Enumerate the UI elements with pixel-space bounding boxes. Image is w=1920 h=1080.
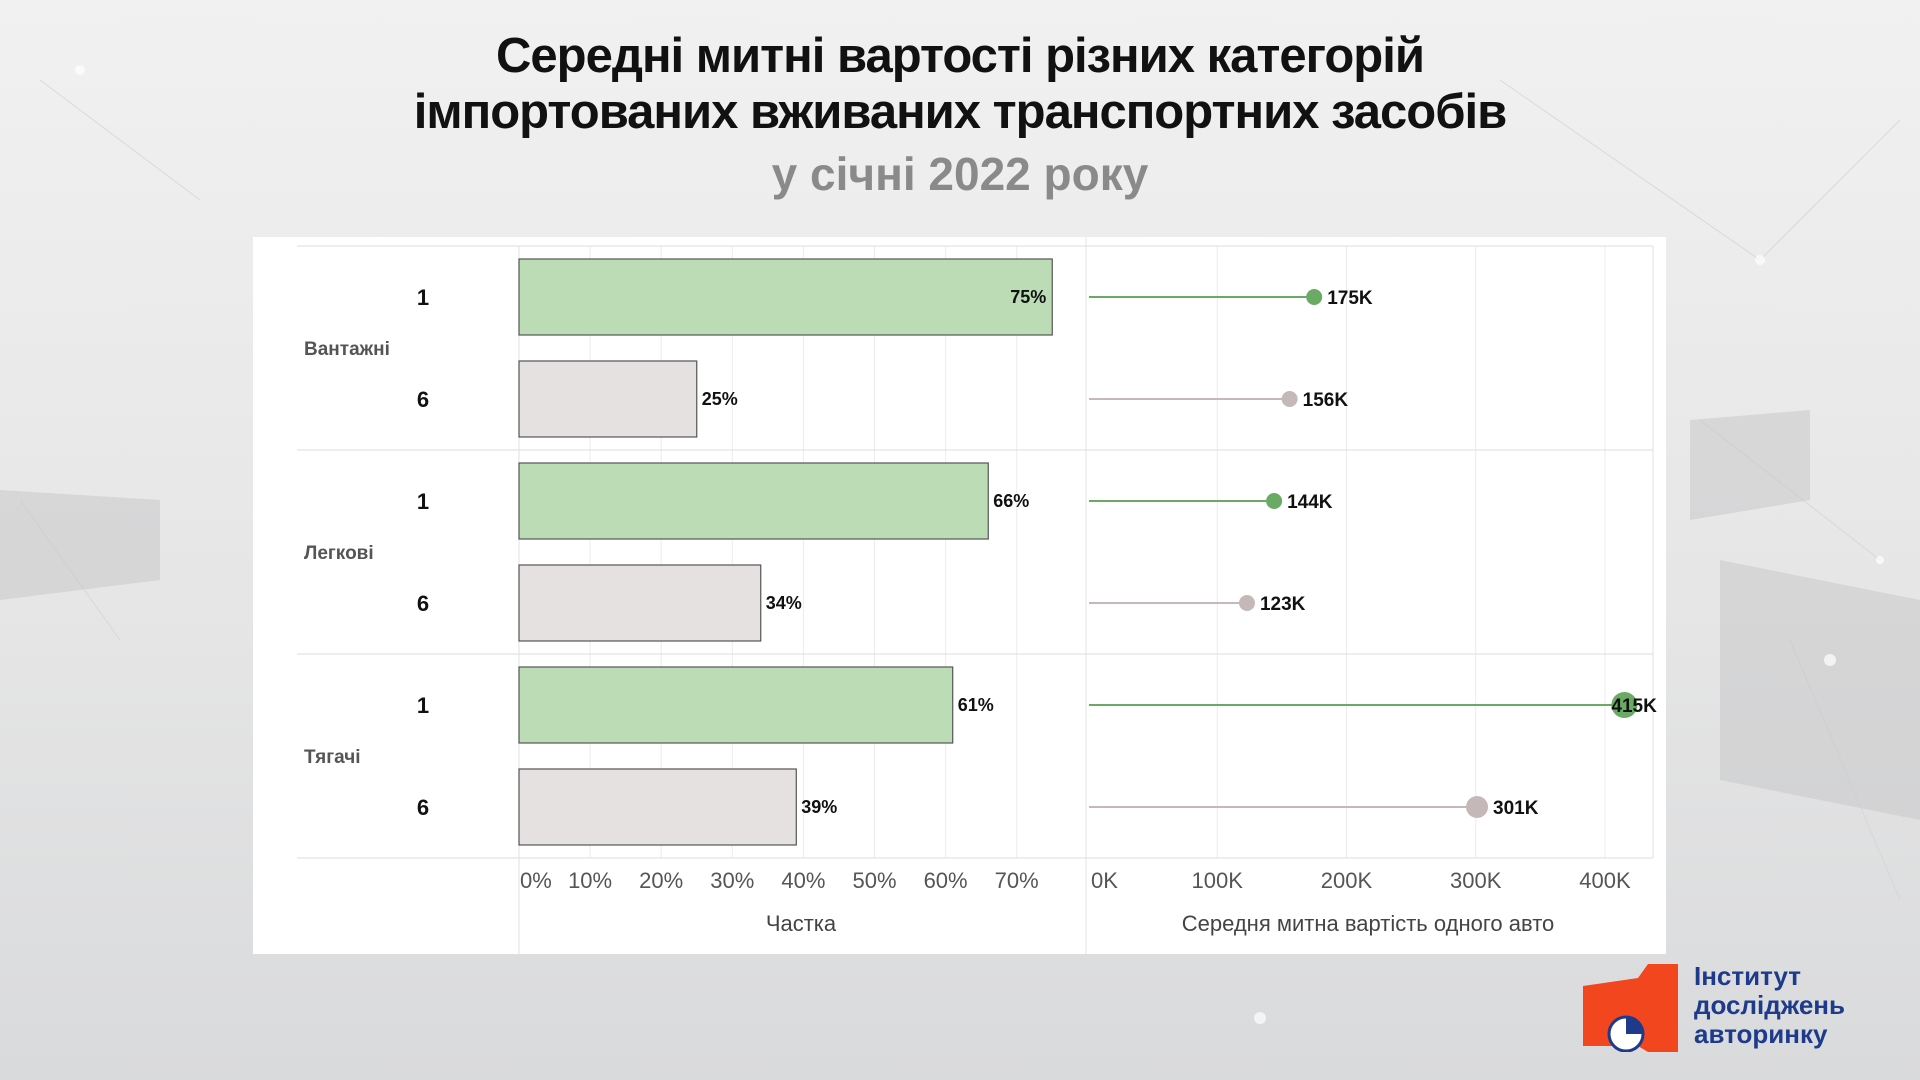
category-label: Вантажні <box>304 339 390 360</box>
bar-x-tick-label: 50% <box>852 868 896 893</box>
bar <box>518 564 762 642</box>
logo-line-1: Інститут <box>1694 961 1801 991</box>
bar-x-tick-label: 70% <box>995 868 1039 893</box>
logo-line-2: досліджень <box>1694 990 1845 1020</box>
bar-value-label: 25% <box>702 389 738 409</box>
title-line-1: Середні митні вартості різних категорій <box>496 29 1425 83</box>
row-label: 1 <box>417 489 429 514</box>
bar-x-axis-label: Частка <box>766 911 837 936</box>
category-label: Тягачі <box>304 747 361 768</box>
lollipop-x-tick-label: 0K <box>1091 868 1118 893</box>
bar-value-label: 75% <box>1010 287 1046 307</box>
row-label: 6 <box>417 795 429 820</box>
bar-value-label: 61% <box>958 695 994 715</box>
bar <box>518 768 797 846</box>
lollipop-dot <box>1281 391 1298 407</box>
lollipop-value-label: 415K <box>1611 696 1657 717</box>
bar-x-tick-label: 20% <box>639 868 683 893</box>
bar-value-label: 39% <box>801 797 837 817</box>
chart-panel: Вантажні 1 75% 175K 6 25% 156K Легкові 1 66% 144K 6… <box>253 237 1666 954</box>
lollipop-dot <box>1306 289 1323 305</box>
lollipop-dot <box>1611 692 1638 718</box>
lollipop-value-label: 123K <box>1260 594 1306 615</box>
row-label: 1 <box>417 693 429 718</box>
lollipop-value-label: 156K <box>1303 390 1349 411</box>
category-label: Легкові <box>304 543 374 564</box>
logo-text: Інститут досліджень авторинку <box>1694 962 1914 1049</box>
bar-value-label: 34% <box>766 593 802 613</box>
chart-subtitle: у січні 2022 року <box>771 148 1149 200</box>
lollipop-x-tick-label: 100K <box>1192 868 1244 893</box>
row-label: 1 <box>417 285 429 310</box>
lollipop-dot <box>1466 796 1489 818</box>
bar-value-label: 66% <box>993 491 1029 511</box>
bar <box>518 666 954 744</box>
chart-svg: Вантажні 1 75% 175K 6 25% 156K Легкові 1 66% 144K 6… <box>297 237 1657 954</box>
logo-pie-ring <box>1607 1015 1645 1052</box>
bar-x-tick-label: 30% <box>710 868 754 893</box>
bar <box>518 258 1053 336</box>
lollipop-x-tick-label: 300K <box>1450 868 1502 893</box>
bar-x-tick-label: 0% <box>520 868 552 893</box>
lollipop-value-label: 301K <box>1493 798 1539 819</box>
logo-shape <box>1583 964 1678 1052</box>
logo-line-3: авторинку <box>1694 1019 1828 1049</box>
title-line-2: імпортованих вживаних транспортних засоб… <box>413 85 1508 139</box>
lollipop-x-tick-label: 200K <box>1321 868 1373 893</box>
row-label: 6 <box>417 591 429 616</box>
logo-mark <box>1583 964 1678 1052</box>
row-label: 6 <box>417 387 429 412</box>
bar <box>518 360 698 438</box>
bar-x-tick-label: 10% <box>568 868 612 893</box>
bar <box>518 462 989 540</box>
chart-title: Середні митні вартості різних категорій … <box>0 28 1920 140</box>
lollipop-x-tick-label: 400K <box>1579 868 1631 893</box>
lollipop-x-axis-label: Середня митна вартість одного авто <box>1182 911 1555 936</box>
bar-x-tick-label: 60% <box>924 868 968 893</box>
lollipop-value-label: 175K <box>1327 288 1373 309</box>
lollipop-dot <box>1266 493 1283 509</box>
logo-pie-slice <box>1626 1017 1643 1034</box>
bar-x-tick-label: 40% <box>781 868 825 893</box>
lollipop-dot <box>1238 595 1255 611</box>
lollipop-value-label: 144K <box>1287 492 1333 513</box>
